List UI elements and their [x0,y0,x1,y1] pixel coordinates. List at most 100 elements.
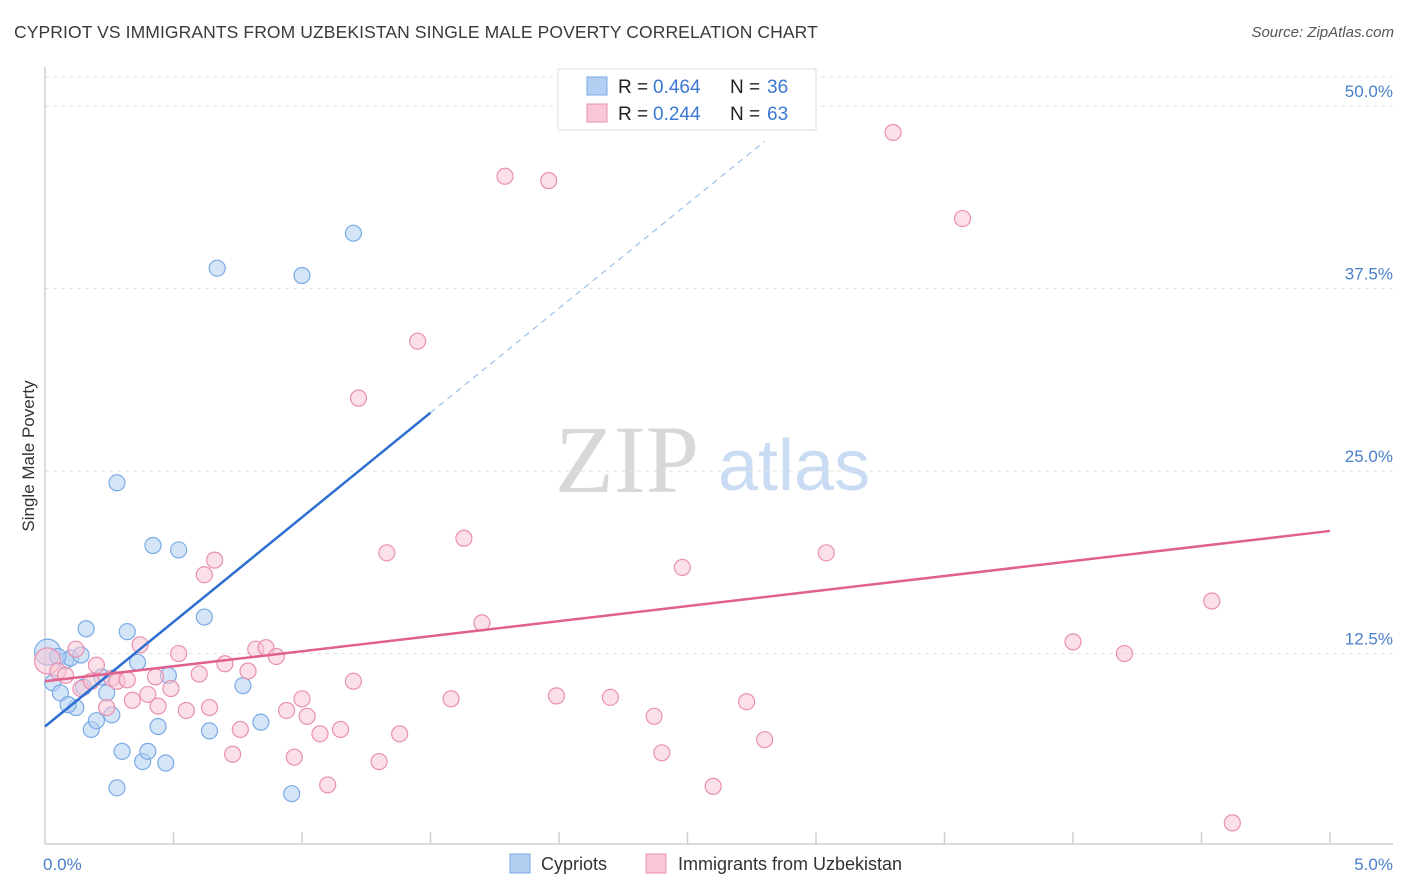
legend-r-label-1: R = [618,77,648,98]
x-tick-label: 5.0% [1354,855,1393,874]
point-uzbekistan [123,691,141,709]
trend-line-cypriots-extension [430,140,765,414]
point-uzbekistan [206,551,224,569]
y-tick-label: 50.0% [1345,82,1393,101]
legend-swatch-uzbekistan [586,103,608,123]
point-cypriots [200,722,219,740]
point-cypriots [77,620,95,638]
point-uzbekistan [653,744,671,762]
point-cypriots [234,677,252,695]
watermark-zip: ZIP [555,406,699,513]
point-uzbekistan [1223,814,1241,832]
point-uzbekistan [67,640,85,658]
point-uzbekistan [56,666,75,685]
point-uzbekistan [139,685,157,704]
point-uzbekistan [162,679,180,698]
point-cypriots [195,608,213,626]
legend-n-label-1: N = [730,77,760,98]
point-cypriots [208,259,226,277]
point-uzbekistan [231,720,249,739]
legend-n-value-2: 63 [767,104,788,125]
point-uzbekistan [344,672,362,690]
point-uzbekistan [601,688,620,706]
legend-n-label-2: N = [730,104,760,125]
point-uzbekistan [673,558,691,577]
point-uzbekistan [817,544,835,562]
point-uzbekistan [1203,592,1221,610]
point-uzbekistan [149,697,167,715]
point-uzbekistan [298,707,316,725]
point-uzbekistan [239,662,257,680]
point-uzbekistan [378,544,396,562]
gridlines [45,76,1393,655]
point-cypriots [144,536,162,555]
point-uzbekistan [224,745,242,763]
point-uzbekistan [98,698,116,717]
axes: 12.5% 25.0% 37.5% 50.0% 0.0% 5.0% [43,67,1393,874]
point-uzbekistan [170,644,188,663]
point-uzbekistan [738,693,756,711]
point-uzbekistan [755,731,774,749]
point-uzbekistan [1064,633,1082,651]
point-cypriots [108,779,126,797]
legend-n-value-1: 36 [767,77,788,98]
bottom-legend-swatch-cypriots [509,853,531,874]
point-cypriots [344,224,362,242]
y-tick-label: 12.5% [1345,630,1393,649]
point-uzbekistan [285,748,303,766]
point-cypriots [108,474,126,492]
point-uzbekistan [177,701,195,720]
trend-line-uzbekistan [44,529,1331,683]
legend-r-value-2: 0.244 [653,104,701,125]
point-uzbekistan [200,698,219,717]
point-uzbekistan [455,529,473,547]
chart-title: CYPRIOT VS IMMIGRANTS FROM UZBEKISTAN SI… [14,22,818,42]
point-uzbekistan [884,123,902,142]
legend-r-label-2: R = [618,104,648,125]
data-points [33,123,1241,832]
point-cypriots [118,623,136,641]
trend-lines [44,140,1331,728]
point-uzbekistan [146,668,165,686]
point-uzbekistan [118,671,136,689]
point-uzbekistan [267,647,285,666]
point-uzbekistan [442,690,460,708]
legend-r-value-1: 0.464 [653,77,701,98]
point-uzbekistan [496,167,514,185]
watermark-atlas: atlas [718,426,870,506]
bottom-legend: Cypriots Immigrants from Uzbekistan [509,853,902,874]
point-uzbekistan [704,777,722,795]
point-uzbekistan [645,707,663,725]
point-cypriots [157,754,175,772]
point-cypriots [139,742,157,760]
source-label: Source: ZipAtlas.com [1251,24,1394,41]
point-uzbekistan [349,389,368,407]
point-uzbekistan [87,656,106,674]
point-uzbekistan [409,332,427,350]
point-cypriots [87,712,106,730]
point-cypriots [113,742,131,760]
y-tick-label: 25.0% [1345,447,1393,466]
point-uzbekistan [331,720,350,739]
point-cypriots [293,266,311,285]
point-uzbekistan [216,655,234,673]
legend-swatch-cypriots [586,76,608,96]
point-cypriots [149,717,167,736]
point-uzbekistan [1115,644,1134,663]
point-cypriots [170,541,188,559]
point-uzbekistan [190,665,208,683]
point-uzbekistan [540,172,558,190]
point-uzbekistan [391,725,409,743]
point-uzbekistan [277,701,296,720]
x-tick-label: 0.0% [43,855,82,874]
bottom-legend-swatch-uzbekistan [645,853,667,874]
point-uzbekistan [293,690,311,708]
point-uzbekistan [953,209,972,228]
point-uzbekistan [311,725,329,743]
point-cypriots [252,713,270,731]
point-uzbekistan [195,566,213,584]
point-uzbekistan [131,636,149,654]
legend: R = 0.464 N = 36 R = 0.244 N = 63 [557,68,817,131]
bottom-legend-cypriots: Cypriots [541,854,607,874]
